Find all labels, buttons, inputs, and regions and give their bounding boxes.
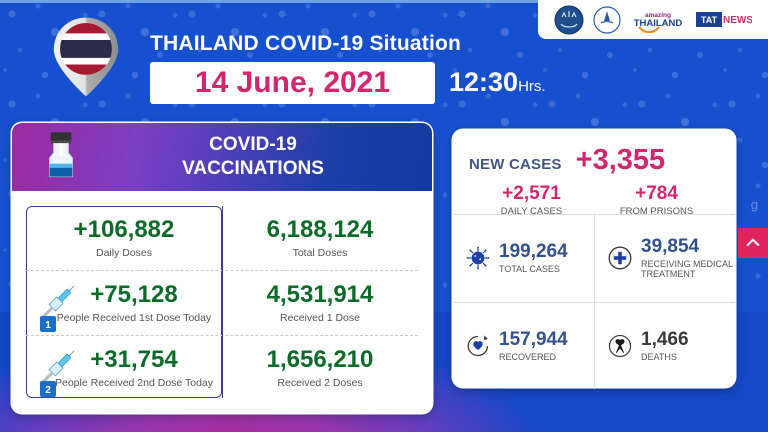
svg-text:2: 2 [45,385,51,396]
svg-text:1: 1 [45,320,51,331]
svg-text:NEWS: NEWS [723,15,752,26]
svg-text:TAT: TAT [700,15,717,25]
